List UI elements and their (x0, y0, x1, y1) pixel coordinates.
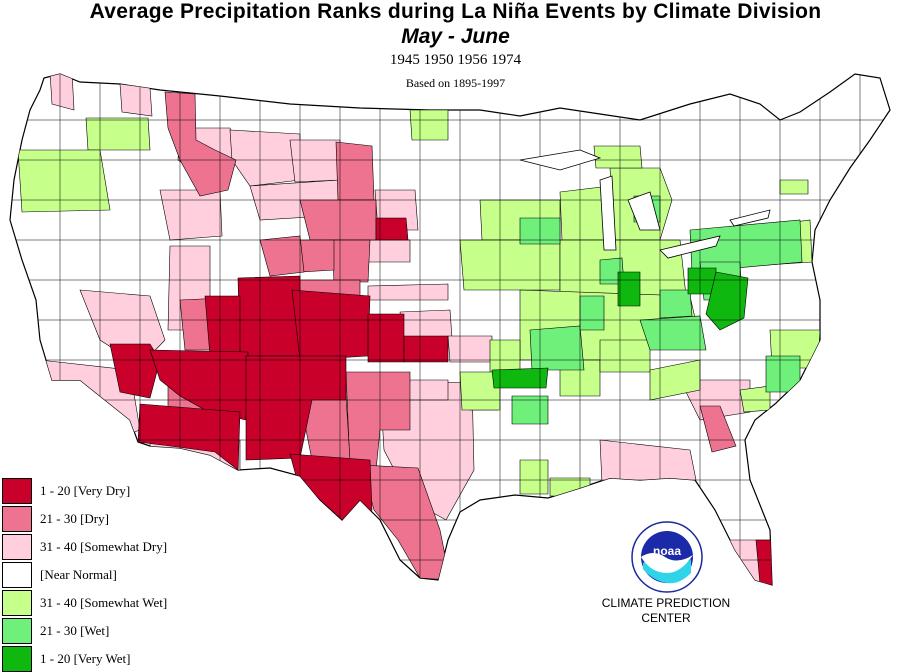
very-wet-regions (491, 267, 749, 389)
cpc-caption: CLIMATE PREDICTION CENTER (586, 596, 746, 626)
legend-label: 31 - 40 [Somewhat Dry] (40, 539, 168, 554)
legend-label: 31 - 40 [Somewhat Wet] (40, 595, 168, 610)
legend-swatch (2, 478, 32, 504)
legend-swatch (2, 506, 32, 532)
legend-item-dry: 21 - 30 [Dry] (2, 506, 222, 532)
map-title: Average Precipitation Ranks during La Ni… (89, 0, 822, 23)
legend-swatch (2, 562, 32, 588)
legend-item-wet: 21 - 30 [Wet] (2, 618, 222, 644)
legend-label: 21 - 30 [Dry] (40, 511, 109, 526)
legend-item-near-normal: [Near Normal] (2, 562, 222, 588)
division-boundaries (10, 74, 890, 585)
season-subtitle: May - June (401, 25, 510, 48)
legend-label: 1 - 20 [Very Dry] (40, 483, 131, 498)
event-years: 1945 1950 1956 1974 (389, 52, 522, 68)
legend-swatch (2, 534, 32, 560)
legend-item-somewhat-wet: 31 - 40 [Somewhat Wet] (2, 590, 222, 616)
legend-item-very-dry: 1 - 20 [Very Dry] (2, 478, 222, 504)
cpc-line-1: CLIMATE PREDICTION (601, 596, 731, 610)
legend-label: 21 - 30 [Wet] (40, 623, 110, 638)
base-period: Based on 1895-1997 (405, 76, 506, 90)
legend-item-very-wet: 1 - 20 [Very Wet] (2, 646, 222, 672)
very-dry-regions (109, 217, 775, 585)
great-lakes (519, 149, 771, 259)
legend-swatch (2, 590, 32, 616)
legend-label: 1 - 20 [Very Wet] (40, 651, 131, 666)
legend-label: [Near Normal] (40, 567, 117, 582)
legend-item-somewhat-dry: 31 - 40 [Somewhat Dry] (2, 534, 222, 560)
legend-swatch (2, 646, 32, 672)
cpc-line-2: CENTER (641, 611, 691, 625)
noaa-logo-icon: noaa (631, 521, 703, 593)
legend-swatch (2, 618, 32, 644)
noaa-logo-text: noaa (653, 544, 681, 558)
